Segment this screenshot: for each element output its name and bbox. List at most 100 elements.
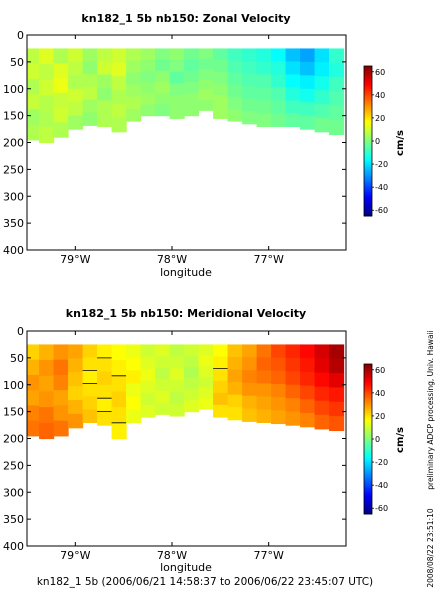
velocity-cell bbox=[184, 59, 200, 72]
velocity-cell bbox=[82, 48, 98, 62]
velocity-cell bbox=[300, 48, 316, 63]
velocity-cell bbox=[300, 75, 316, 90]
velocity-cell bbox=[39, 95, 55, 112]
colorbar-tick-label: -40 bbox=[375, 183, 388, 192]
velocity-cell bbox=[271, 48, 287, 63]
velocity-cell bbox=[140, 104, 156, 117]
colorbar-band bbox=[364, 80, 372, 83]
velocity-cell bbox=[68, 75, 84, 90]
colorbar-band bbox=[364, 373, 372, 377]
velocity-cell bbox=[68, 102, 84, 117]
velocity-cell bbox=[126, 108, 142, 122]
velocity-cell bbox=[68, 48, 84, 63]
velocity-cell bbox=[198, 376, 214, 389]
velocity-cell bbox=[169, 83, 185, 96]
velocity-cell bbox=[169, 48, 185, 61]
x-axis-label: longitude bbox=[160, 561, 212, 574]
velocity-cell bbox=[39, 64, 55, 81]
velocity-cell bbox=[140, 82, 156, 94]
velocity-cell bbox=[329, 91, 345, 107]
colorbar-band bbox=[364, 460, 372, 463]
colorbar-tick-label: 40 bbox=[375, 91, 385, 100]
colorbar-band bbox=[364, 159, 372, 163]
colorbar-band bbox=[364, 66, 372, 69]
colorbar-band bbox=[364, 75, 372, 79]
velocity-cell bbox=[213, 404, 229, 418]
y-tick-label: 350 bbox=[3, 513, 24, 526]
x-tick-label: 79°W bbox=[60, 253, 90, 266]
colorbar-band bbox=[364, 478, 372, 482]
y-tick-label: 150 bbox=[3, 110, 24, 123]
velocity-cell bbox=[140, 70, 156, 83]
velocity-cell bbox=[198, 58, 214, 70]
velocity-cell bbox=[53, 78, 69, 94]
velocity-cell bbox=[227, 84, 243, 98]
velocity-cell bbox=[169, 60, 185, 73]
velocity-cell bbox=[140, 93, 156, 106]
colorbar-band bbox=[364, 138, 372, 142]
velocity-cell bbox=[39, 126, 55, 144]
velocity-cell bbox=[39, 111, 55, 128]
velocity-cell bbox=[256, 100, 272, 114]
colorbar-band bbox=[364, 183, 372, 187]
colorbar-band bbox=[364, 506, 372, 510]
colorbar-band bbox=[364, 481, 372, 485]
velocity-cell bbox=[155, 344, 171, 357]
x-tick-label: 78°W bbox=[157, 253, 187, 266]
velocity-cell bbox=[285, 411, 301, 426]
zonal-velocity-plot: 0 50 100 150 200 250 300 350 400 79°W 78°W 77°W bbox=[3, 29, 347, 266]
velocity-cell bbox=[27, 78, 40, 95]
velocity-cell bbox=[169, 95, 185, 108]
velocity-cell bbox=[213, 380, 229, 394]
velocity-cell bbox=[271, 370, 287, 385]
colorbar-band bbox=[364, 483, 372, 487]
velocity-cell bbox=[27, 420, 40, 437]
velocity-cell bbox=[256, 87, 272, 101]
velocity-cell bbox=[53, 122, 69, 138]
velocity-cell bbox=[82, 86, 98, 101]
velocity-cell bbox=[39, 360, 55, 377]
velocity-cell bbox=[227, 72, 243, 86]
velocity-cell bbox=[155, 402, 171, 415]
velocity-cell bbox=[126, 357, 142, 372]
colorbar-band bbox=[364, 488, 372, 492]
velocity-cell bbox=[155, 82, 171, 94]
colorbar-band bbox=[364, 105, 372, 109]
velocity-cell bbox=[213, 356, 229, 370]
velocity-cell bbox=[198, 89, 214, 101]
velocity-cell bbox=[111, 117, 127, 133]
velocity-cell bbox=[184, 344, 200, 357]
meridional-colorbar: 60 40 20 0 -20 -40 -60 bbox=[363, 363, 388, 515]
velocity-cell bbox=[314, 103, 330, 119]
colorbar-band bbox=[364, 371, 372, 374]
velocity-cell bbox=[53, 92, 69, 109]
velocity-cell bbox=[140, 344, 156, 358]
velocity-cell bbox=[198, 387, 214, 399]
colorbar-band bbox=[364, 91, 372, 95]
velocity-cell bbox=[53, 405, 69, 422]
colorbar-band bbox=[364, 166, 372, 170]
colorbar-band bbox=[364, 131, 372, 135]
colorbar-tick-label: 0 bbox=[375, 435, 380, 444]
velocity-cell bbox=[198, 355, 214, 367]
colorbar-unit-label: cm/s bbox=[395, 130, 406, 156]
colorbar-band bbox=[364, 199, 372, 203]
velocity-cell bbox=[53, 390, 69, 406]
velocity-cell bbox=[329, 401, 345, 417]
velocity-cell bbox=[169, 392, 185, 405]
colorbar-band bbox=[364, 434, 372, 438]
velocity-cell bbox=[68, 372, 84, 387]
velocity-cell bbox=[39, 375, 55, 393]
velocity-cell bbox=[68, 399, 84, 415]
colorbar-band bbox=[364, 401, 372, 405]
x-tick-label: 77°W bbox=[253, 549, 283, 562]
velocity-cell bbox=[271, 113, 287, 127]
velocity-cell bbox=[155, 104, 171, 117]
velocity-cell bbox=[184, 355, 200, 368]
velocity-cell bbox=[111, 103, 127, 119]
velocity-cell bbox=[39, 79, 55, 97]
colorbar-band bbox=[364, 194, 372, 198]
velocity-cell bbox=[82, 61, 98, 75]
velocity-cell bbox=[227, 369, 243, 383]
velocity-cell bbox=[314, 372, 330, 388]
